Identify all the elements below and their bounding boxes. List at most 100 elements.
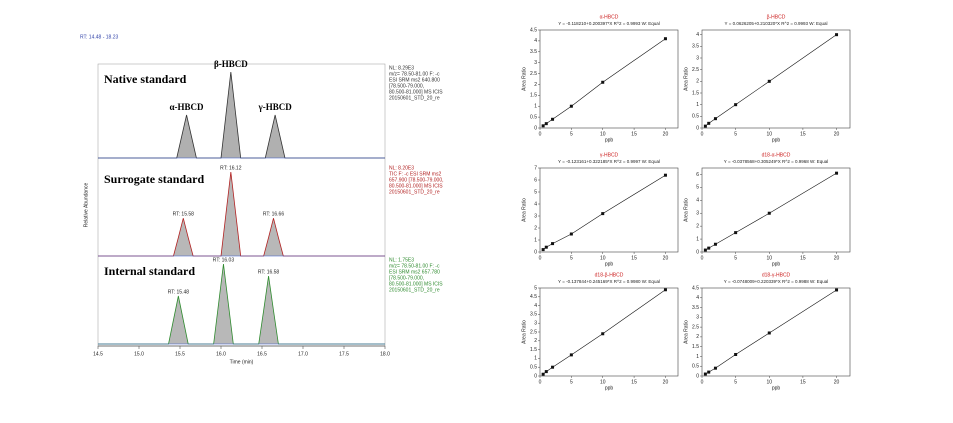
- data-point: [541, 124, 545, 128]
- y-tick-label: 1: [696, 102, 699, 108]
- peak-label: α-HBCD: [170, 102, 205, 112]
- x-axis-label: ppb: [605, 137, 614, 143]
- y-tick-label: 2: [534, 225, 537, 231]
- data-point: [601, 212, 605, 216]
- y-tick-label: 0: [534, 125, 537, 131]
- data-point: [734, 103, 738, 107]
- plot-frame: [539, 167, 679, 253]
- peak-label: RT: 16.12: [220, 165, 242, 171]
- y-tick-label: 4.5: [530, 27, 537, 33]
- chromatogram-trace: [98, 171, 385, 257]
- plot-title: d18-α-HBCD: [762, 152, 791, 158]
- fit-line: [705, 172, 837, 251]
- x-tick-label: 15: [631, 255, 637, 261]
- y-tick-label: 3.5: [530, 312, 537, 318]
- x-tick-label: 16.5: [257, 351, 267, 357]
- plot-title: γ-HBCD: [600, 152, 619, 158]
- chromatogram-trace: [98, 263, 385, 345]
- y-tick-label: 0: [534, 249, 537, 255]
- y-tick-label: 1.5: [530, 93, 537, 99]
- data-point: [713, 366, 717, 370]
- data-point: [713, 242, 717, 246]
- y-tick-label: 0.5: [530, 365, 537, 371]
- x-tick-label: 5: [570, 131, 573, 137]
- peak-label: RT: 16.66: [263, 212, 285, 218]
- x-tick-label: 10: [766, 131, 772, 137]
- y-tick-label: 4: [534, 303, 537, 309]
- x-tick-label: 10: [766, 255, 772, 261]
- y-tick-label: 2: [696, 334, 699, 340]
- y-tick-label: 3.5: [692, 44, 699, 50]
- x-axis-label: ppb: [772, 261, 781, 267]
- peak-label: RT: 16.58: [258, 269, 280, 275]
- y-tick-label: 1: [534, 104, 537, 110]
- x-tick-label: 15: [631, 379, 637, 385]
- y-tick-label: 3.5: [530, 49, 537, 55]
- data-point: [835, 33, 839, 37]
- x-tick-label: 20: [663, 255, 669, 261]
- x-axis-label: ppb: [605, 385, 614, 391]
- trace-title: Surrogate standard: [104, 172, 204, 186]
- x-tick-label: 15: [800, 379, 806, 385]
- data-point: [544, 370, 548, 374]
- trace-info: ESI SRM ms2 657.780: [389, 269, 440, 275]
- y-tick-label: 2: [696, 223, 699, 229]
- y-tick-label: 3: [696, 55, 699, 61]
- y-tick-label: 0.5: [530, 114, 537, 120]
- data-point: [734, 352, 738, 356]
- equation: Y = -0.123161+0.322185*X R^2 = 0.9997 W:…: [558, 159, 660, 164]
- x-tick-label: 15: [800, 255, 806, 261]
- x-axis-label: ppb: [772, 385, 781, 391]
- equation: Y = -0.137844+0.245169*X R^2 = 0.9980 W:…: [558, 279, 660, 284]
- y-tick-label: 1: [534, 237, 537, 243]
- x-tick-label: 15.0: [134, 351, 144, 357]
- y-tick-label: 5: [534, 285, 537, 291]
- y-tick-label: 4: [696, 32, 699, 38]
- x-tick-label: 15: [800, 131, 806, 137]
- data-point: [569, 104, 573, 108]
- equation: Y = -0.0748009+0.220339*X R^2 = 0.9988 W…: [724, 279, 828, 284]
- x-tick-label: 5: [570, 255, 573, 261]
- data-point: [663, 37, 667, 41]
- y-axis-label: Area Ratio: [683, 320, 689, 344]
- y-tick-label: 2: [534, 82, 537, 88]
- y-tick-label: 0: [534, 373, 537, 379]
- data-point: [703, 372, 707, 376]
- trace-info: 657.900 [78.500-79.000,: [389, 177, 444, 183]
- trace-info: ESI SRM ms2 640.800: [389, 77, 440, 83]
- plot-frame: [701, 29, 851, 129]
- data-point: [601, 80, 605, 84]
- y-tick-label: 2.5: [692, 324, 699, 330]
- y-tick-label: 6: [534, 177, 537, 183]
- data-point: [703, 248, 707, 252]
- data-point: [734, 231, 738, 235]
- x-tick-label: 5: [734, 379, 737, 385]
- y-tick-label: 1: [696, 354, 699, 360]
- y-axis-label: Area Ratio: [683, 67, 689, 91]
- y-tick-label: 2: [534, 338, 537, 344]
- trace-title: Native standard: [104, 72, 187, 86]
- plot-frame: [539, 29, 679, 129]
- y-tick-label: 2.5: [530, 329, 537, 335]
- x-axis-label: ppb: [772, 137, 781, 143]
- data-point: [551, 117, 555, 121]
- x-tick-label: 17.0: [298, 351, 308, 357]
- x-axis-label: Time (min): [230, 359, 254, 365]
- y-tick-label: 4: [534, 201, 537, 207]
- y-axis-label: Area Ratio: [521, 198, 527, 222]
- x-tick-label: 15.5: [175, 351, 185, 357]
- trace-title: Internal standard: [104, 264, 195, 278]
- y-tick-label: 1.5: [692, 344, 699, 350]
- y-tick-label: 7: [534, 165, 537, 171]
- data-point: [767, 79, 771, 83]
- equation: Y = -0.0378568+0.305249*X R^2 = 0.9968 W…: [724, 159, 828, 164]
- x-tick-label: 17.5: [339, 351, 349, 357]
- data-point: [703, 124, 707, 128]
- data-point: [551, 365, 555, 369]
- y-tick-label: 3: [534, 213, 537, 219]
- y-axis-label: Relative Abundance: [83, 183, 89, 228]
- data-point: [707, 246, 711, 250]
- plot-frame: [701, 287, 851, 377]
